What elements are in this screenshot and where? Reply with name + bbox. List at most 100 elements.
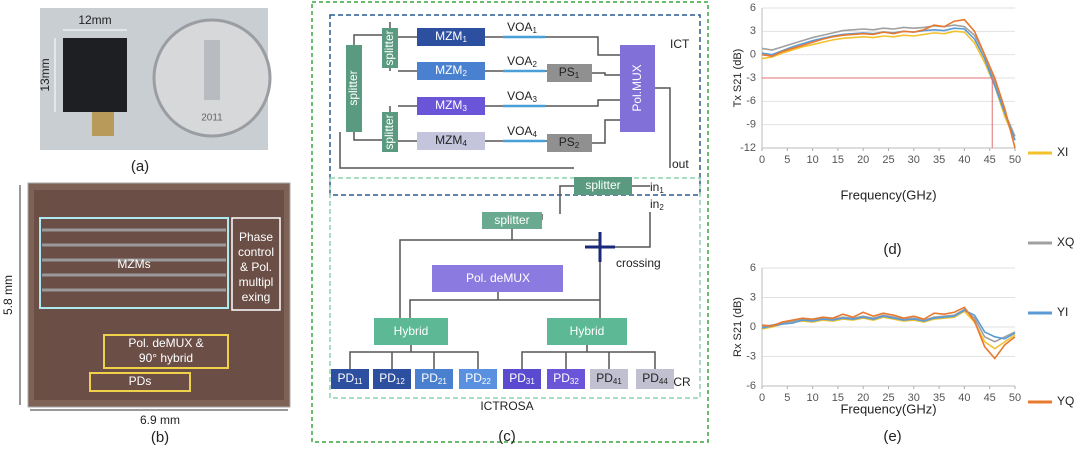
pd-label: PD22 — [465, 371, 491, 386]
ps-label: PS2 — [559, 135, 580, 150]
x-tick-label: 35 — [933, 392, 945, 404]
x-tick-label: 20 — [857, 392, 869, 404]
region-label: 90° hybrid — [139, 351, 193, 365]
hybrid-label: Hybrid — [570, 324, 605, 338]
y-tick-label: 3 — [750, 25, 756, 37]
pd-label: PD11 — [338, 371, 364, 386]
ictrosa-label: ICTROSA — [480, 399, 533, 413]
panel-label: (a) — [131, 158, 149, 175]
chip — [63, 38, 127, 112]
mzm — [417, 28, 485, 46]
region-label: & Pol. — [240, 260, 272, 274]
x-tick-label: 50 — [1009, 154, 1021, 166]
phase-region — [231, 217, 281, 311]
photodiode — [547, 369, 585, 389]
splitter-label: splitter — [494, 213, 529, 227]
splitter-label: splitter — [585, 178, 620, 192]
input-label: in1 — [650, 180, 664, 195]
ps-label: PS1 — [559, 65, 580, 80]
y-tick-label: -6 — [746, 95, 756, 107]
input-label: in2 — [650, 197, 664, 212]
pd-label: PD12 — [379, 371, 405, 386]
ict-box — [329, 14, 701, 196]
x-tick-label: 45 — [984, 392, 996, 404]
y-tick-label: 0 — [750, 321, 756, 333]
mzm — [417, 62, 485, 80]
width-label: 12mm — [78, 13, 111, 27]
splitter — [482, 212, 542, 229]
photodiode — [415, 369, 453, 389]
x-tick-label: 10 — [806, 392, 818, 404]
x-tick-label: 40 — [958, 392, 970, 404]
photodiode — [331, 369, 369, 389]
splitter-label: splitter — [346, 70, 360, 105]
y-tick-label: -3 — [746, 350, 756, 362]
legend-label: XI — [1057, 145, 1068, 159]
mzm-label: MZM3 — [435, 98, 467, 113]
photodiode — [373, 369, 411, 389]
panel-label: (b) — [151, 429, 169, 446]
panel-b: MZMs Phase control & Pol. multipl exing … — [1, 182, 291, 446]
y-tick-label: 3 — [750, 291, 756, 303]
region-label: control — [238, 245, 274, 259]
x-tick-label: 15 — [832, 154, 844, 166]
photodiode — [503, 369, 541, 389]
crossing-mark — [585, 232, 615, 262]
voa-label: VOA2 — [507, 54, 537, 69]
y-tick-label: -12 — [740, 142, 756, 154]
y-tick-label: -3 — [746, 72, 756, 84]
hybrid-label: Hybrid — [394, 324, 429, 338]
photodiodes: PD11 PD12 PD21 PD22 PD31 PD32 PD41 PD44 — [331, 369, 674, 389]
panel-a: 2011 12mm 13mm (a) — [38, 8, 272, 175]
panel-label: (e) — [883, 428, 901, 445]
series-line — [761, 310, 1016, 350]
mzm-region — [39, 217, 229, 309]
voa-label: VOA3 — [507, 89, 537, 104]
series-line — [761, 308, 1016, 343]
mzm-label: MZM2 — [435, 63, 467, 78]
icr-label: ICR — [670, 375, 691, 389]
panel-c: ICT ICR ICTROSA crossing out in1 in2 spl… — [311, 1, 709, 445]
series-line — [761, 306, 1016, 360]
phase-shifter — [547, 64, 592, 82]
pd-label: PD31 — [509, 371, 535, 386]
waveguides — [339, 22, 671, 369]
x-tick-label: 50 — [1009, 392, 1021, 404]
hybrid — [374, 318, 448, 345]
voa-label: VOA1 — [507, 20, 537, 35]
series-line — [761, 309, 1016, 340]
pol-demux-label: Pol. deMUX — [466, 271, 530, 285]
y-tick-label: -9 — [746, 119, 756, 131]
x-tick-label: 25 — [882, 392, 894, 404]
outer-box — [311, 1, 709, 443]
y-tick-label: 0 — [750, 49, 756, 61]
splitter-label: splitter — [382, 30, 396, 65]
x-tick-label: 40 — [958, 154, 970, 166]
mzm-label: MZM4 — [435, 133, 467, 148]
die-area — [34, 190, 284, 400]
region-label: exing — [242, 290, 271, 304]
pol-demux — [432, 265, 563, 292]
panel-label: (d) — [883, 241, 901, 258]
region-label: MZMs — [117, 257, 150, 271]
connector — [92, 112, 114, 136]
x-tick-label: 20 — [857, 154, 869, 166]
x-tick-label: 0 — [759, 154, 765, 166]
pd-label: PD32 — [553, 371, 579, 386]
region-label: Phase — [239, 230, 273, 244]
x-tick-label: 5 — [784, 392, 790, 404]
hybrid — [547, 318, 627, 345]
pol-mux-label: Pol.MUX — [630, 64, 644, 111]
pd-label: PD41 — [596, 371, 622, 386]
region-label: multipl — [239, 275, 274, 289]
y-tick-label: 6 — [750, 262, 756, 274]
ict-label: ICT — [670, 37, 690, 51]
pd-region — [89, 372, 191, 392]
mzm — [417, 97, 485, 115]
x-tick-label: 15 — [832, 392, 844, 404]
splitter-label: splitter — [382, 114, 396, 149]
region-label: PDs — [129, 374, 152, 388]
y-tick-label: -6 — [746, 380, 756, 392]
splitter — [346, 45, 362, 132]
